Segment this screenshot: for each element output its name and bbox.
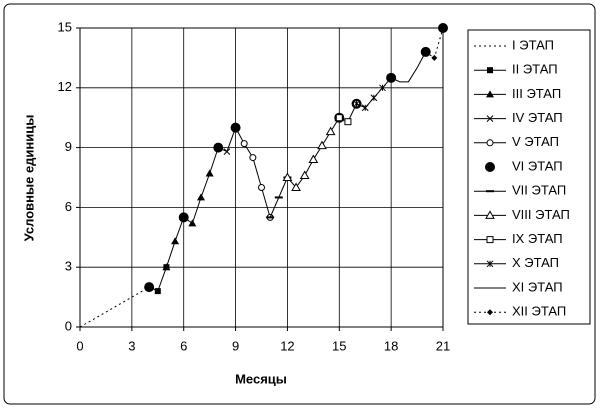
y-tick-label: 9: [65, 139, 72, 154]
marker: [325, 126, 336, 136]
legend-marker: [487, 67, 493, 74]
legend-label: II ЭТАП: [512, 62, 558, 77]
marker: [440, 25, 446, 31]
marker: [317, 140, 327, 150]
marker: [178, 212, 189, 223]
y-tick-label: 0: [65, 318, 72, 333]
x-tick-label: 18: [384, 338, 398, 353]
legend-marker: [486, 260, 494, 268]
legend-label: X ЭТАП: [512, 255, 559, 270]
marker: [353, 100, 360, 108]
x-tick-label: 3: [128, 338, 135, 353]
legend-label: III ЭТАП: [512, 86, 561, 101]
x-tick-label: 21: [436, 338, 450, 353]
x-tick-label: 9: [232, 338, 239, 353]
legend-marker: [486, 90, 494, 98]
marker: [422, 48, 429, 55]
marker: [240, 140, 248, 148]
legend-label: VIII ЭТАП: [512, 207, 570, 222]
marker: [258, 183, 265, 191]
marker: [249, 154, 257, 162]
marker: [379, 84, 386, 92]
legend-marker: [485, 210, 495, 219]
y-axis-label: Условные единицы: [21, 115, 36, 242]
marker: [230, 122, 241, 133]
legend-label: XI ЭТАП: [512, 279, 563, 294]
marker: [299, 170, 310, 180]
marker: [144, 282, 155, 293]
marker: [197, 193, 205, 201]
marker: [171, 237, 180, 245]
x-tick-label: 0: [76, 338, 83, 353]
x-axis-label: Месяцы: [235, 371, 287, 386]
y-tick-label: 6: [65, 199, 72, 214]
legend-marker: [486, 115, 494, 122]
legend-label: IX ЭТАП: [512, 231, 563, 246]
marker: [335, 114, 343, 122]
legend-marker: [486, 236, 494, 244]
series-line: [390, 51, 427, 83]
marker: [154, 288, 161, 295]
marker: [282, 172, 293, 181]
plot-area: [79, 27, 444, 328]
legend-label: VI ЭТАП: [512, 158, 563, 173]
marker: [223, 148, 231, 155]
legend-label: I ЭТАП: [512, 37, 554, 52]
legend-marker: [486, 139, 494, 147]
marker: [431, 54, 438, 61]
marker: [344, 118, 352, 126]
marker: [370, 94, 378, 102]
x-tick-label: 6: [180, 338, 187, 353]
marker: [361, 104, 369, 112]
marker: [213, 142, 224, 153]
legend-label: IV ЭТАП: [512, 110, 563, 125]
legend-marker: [485, 162, 495, 172]
marker: [162, 263, 171, 271]
marker: [308, 154, 319, 164]
legend-marker: [487, 309, 493, 316]
legend: [467, 29, 591, 325]
legend-label: VII ЭТАП: [512, 183, 566, 198]
marker: [205, 169, 214, 177]
legend-label: V ЭТАП: [512, 134, 559, 149]
series-line: [79, 286, 150, 328]
y-tick-label: 3: [65, 259, 72, 274]
marker: [188, 219, 197, 227]
x-tick-label: 15: [332, 338, 346, 353]
marker: [291, 182, 301, 191]
x-tick-label: 12: [280, 338, 294, 353]
y-tick-label: 12: [58, 79, 72, 94]
y-tick-label: 15: [58, 19, 72, 34]
legend-label: XII ЭТАП: [512, 304, 566, 319]
